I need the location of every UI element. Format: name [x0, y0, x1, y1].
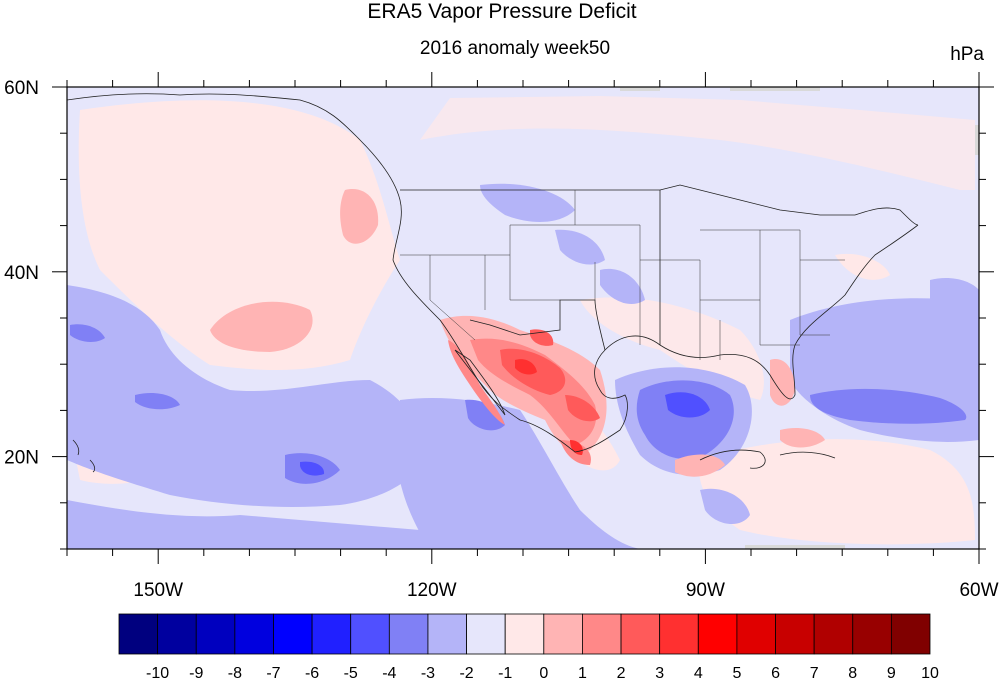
colorbar-swatch	[195, 613, 236, 655]
colorbar-swatch	[582, 613, 622, 655]
latitude-tick-label: 20N	[4, 448, 39, 469]
state-borders	[400, 190, 845, 360]
colorbar-tick-label: 0	[539, 665, 548, 681]
anomaly-field	[67, 87, 979, 549]
colorbar-tick-label: 9	[887, 665, 896, 681]
colorbar-tick-label: 3	[655, 665, 664, 681]
latitude-labels: 60N 40N 20N	[4, 78, 39, 469]
colorbar-swatch	[852, 613, 892, 655]
colorbar-tick-label: 5	[732, 665, 741, 681]
colorbar-swatch	[311, 613, 352, 655]
latitude-tick-label: 60N	[4, 78, 39, 99]
colorbar-swatch	[775, 613, 815, 655]
anomaly-minus3-to-minus2-regions	[70, 324, 967, 484]
colorbar-tick-label: -4	[382, 665, 396, 681]
colorbar-tick-label: -6	[305, 665, 319, 681]
longitude-tick-label: 90W	[686, 580, 725, 601]
colorbar-swatch	[736, 613, 776, 655]
colorbar-tick-label: -2	[459, 665, 473, 681]
colorbar-swatch	[273, 613, 313, 655]
map-subtitle: 2016 anomaly week50	[419, 38, 611, 59]
colorbar-tick-label: 4	[694, 665, 703, 681]
colorbar-tick-label: -3	[421, 665, 435, 681]
coastlines	[67, 93, 919, 473]
colorbar-swatch	[813, 613, 854, 655]
longitude-tick-label: 120W	[407, 580, 457, 601]
colorbar-labels: -10 -9 -8 -7 -6 -5 -4 -3 -2 -1 0 1 2 3 4 5 6 7 8 9 10	[146, 665, 939, 681]
colorbar-tick-label: -8	[228, 665, 242, 681]
colorbar-swatch	[388, 613, 429, 655]
colorbar-tick-label: 7	[810, 665, 819, 681]
units-label: hPa	[950, 44, 984, 65]
colorbar-tick-label: 1	[578, 665, 587, 681]
longitude-tick-label: 60W	[959, 580, 998, 601]
colorbar-swatch	[504, 613, 545, 655]
colorbar-swatch	[620, 613, 661, 655]
colorbar-tick-label: 8	[848, 665, 857, 681]
colorbar-tick-label: -1	[498, 665, 512, 681]
colorbar-tick-label: 10	[921, 665, 939, 681]
colorbar-swatch	[350, 613, 390, 655]
missing-data-regions	[620, 87, 979, 549]
colorbar-tick-label: 6	[771, 665, 780, 681]
colorbar-swatch	[697, 613, 738, 655]
latitude-tick-label: 40N	[4, 263, 39, 284]
colorbar-swatch	[659, 613, 699, 655]
anomaly-minus4-to-minus3-regions	[300, 392, 710, 476]
colorbar-swatch	[543, 613, 583, 655]
colorbar-swatch	[234, 613, 274, 655]
colorbar-tick-label: -5	[344, 665, 358, 681]
colorbar-tick-label: -7	[266, 665, 280, 681]
colorbar-swatch	[118, 613, 159, 655]
colorbar-swatch	[157, 613, 197, 655]
axis-ticks	[52, 72, 994, 564]
longitude-tick-label: 150W	[133, 580, 183, 601]
map-title: ERA5 Vapor Pressure Deficit	[367, 0, 637, 23]
longitude-labels: 150W 120W 90W 60W	[133, 580, 998, 601]
colorbar-swatch	[427, 613, 467, 655]
colorbar-tick-label: -10	[146, 665, 169, 681]
colorbar-tick-label: 2	[617, 665, 626, 681]
colorbar-swatch	[890, 613, 931, 655]
colorbar	[118, 613, 931, 655]
colorbar-swatch	[466, 613, 506, 655]
colorbar-tick-label: -9	[189, 665, 203, 681]
